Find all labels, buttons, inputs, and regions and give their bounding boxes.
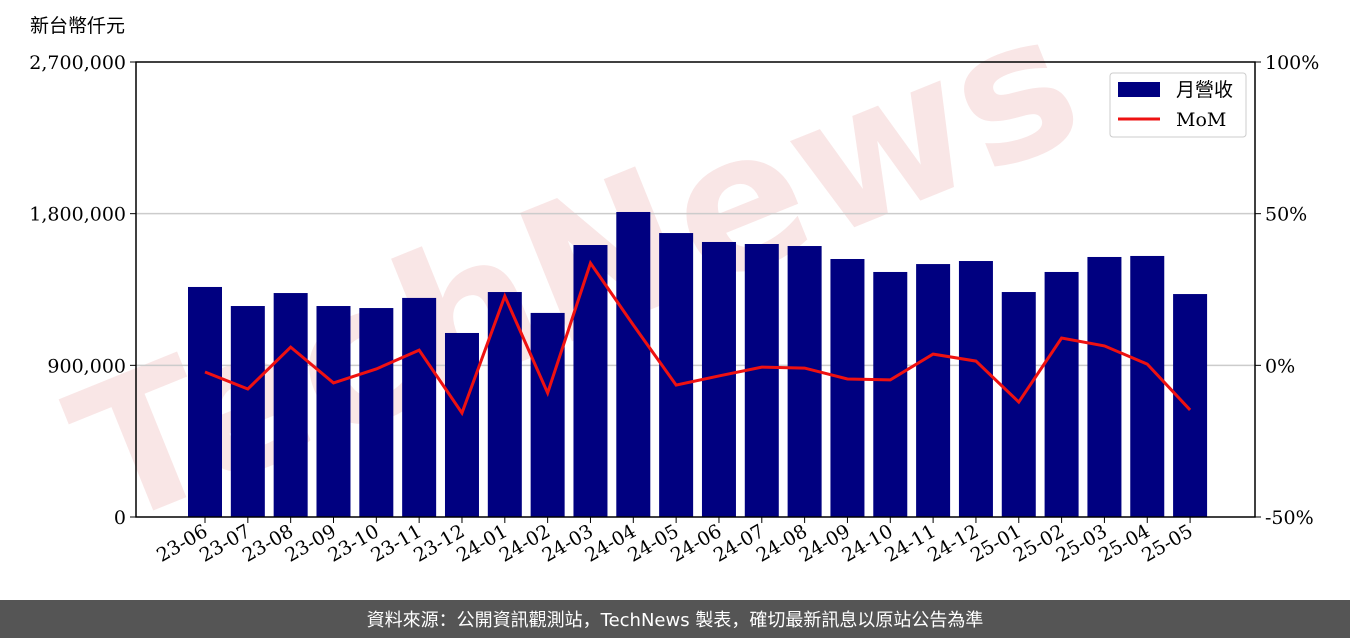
y-tick-label: 1,800,000: [29, 204, 126, 226]
plot-frame: [135, 61, 1256, 518]
bar: [916, 264, 951, 517]
y-tick-label: 2,700,000: [29, 52, 126, 74]
bar: [1001, 292, 1036, 517]
footer-bar: [0, 600, 1350, 638]
bar: [830, 258, 865, 517]
footer-text: 資料來源：公開資訊觀測站，TechNews 製表，確切最新訊息以原站公告為準: [367, 610, 984, 631]
bar: [316, 306, 351, 517]
y2-tick-label: -50%: [1265, 507, 1314, 529]
bar: [1087, 256, 1122, 517]
bar: [530, 312, 565, 517]
bar: [573, 245, 608, 517]
legend-label: MoM: [1176, 109, 1226, 131]
bar: [744, 244, 779, 517]
bar: [958, 261, 993, 517]
bar: [616, 211, 651, 517]
legend-swatch: [1118, 82, 1160, 97]
y-tick-label: 0: [114, 507, 126, 529]
bar: [1130, 255, 1165, 517]
bar: [444, 332, 479, 517]
bar: [359, 308, 394, 517]
bar: [787, 246, 822, 517]
legend-label: 月營收: [1176, 79, 1233, 101]
bar: [230, 306, 265, 517]
bar: [659, 233, 694, 517]
bar: [273, 293, 308, 517]
y-tick-label: 900,000: [47, 355, 126, 377]
y-axis-title: 新台幣仟元: [30, 15, 125, 37]
bar: [1044, 271, 1079, 517]
y2-tick-label: 50%: [1265, 204, 1307, 226]
bar: [402, 297, 437, 517]
bar: [873, 271, 908, 517]
y2-tick-label: 0%: [1265, 355, 1295, 377]
line: [204, 259, 1192, 417]
y2-tick-label: 100%: [1265, 52, 1319, 74]
bar: [1173, 294, 1208, 517]
x-tick-label: 25-05: [1138, 520, 1196, 566]
bar: [188, 286, 222, 517]
